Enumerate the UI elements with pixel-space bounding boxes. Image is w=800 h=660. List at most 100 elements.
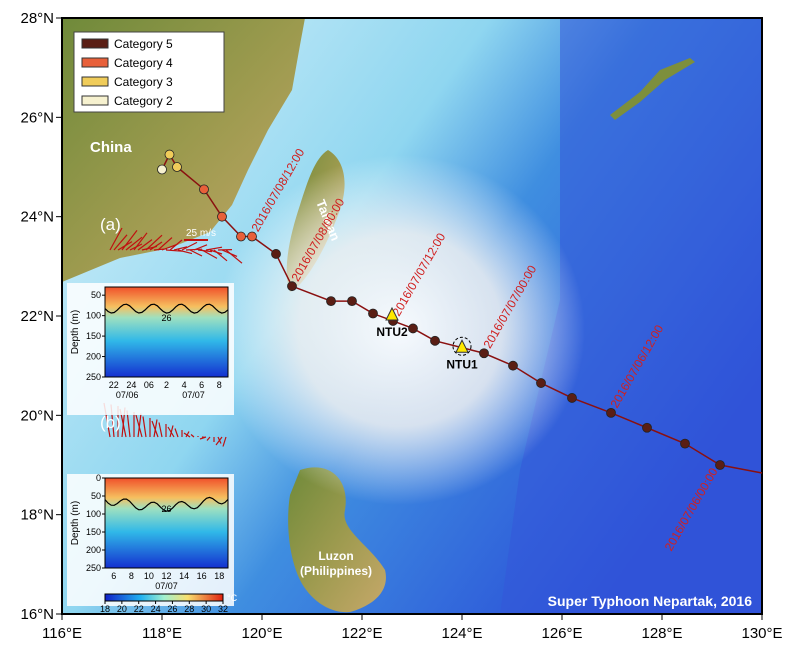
x-tick-label: 2 — [164, 380, 169, 390]
wind-stick — [161, 243, 178, 251]
track-point — [199, 184, 209, 195]
y-tick-label: 50 — [91, 290, 101, 300]
track-point — [157, 164, 167, 175]
colorbar-tick-label: 26 — [167, 604, 177, 614]
track-point — [642, 422, 652, 433]
colorbar-tick-label: 18 — [100, 604, 110, 614]
track-point — [287, 281, 297, 292]
wind-sticks-a — [109, 227, 243, 264]
legend-swatch — [81, 76, 109, 87]
wind-stick — [197, 249, 213, 253]
wind-stick — [158, 422, 163, 438]
lon-tick-label: 118°E — [142, 625, 182, 642]
x-tick-label: 12 — [161, 571, 171, 581]
wind-stick — [174, 428, 179, 438]
legend-swatch — [81, 95, 109, 106]
y-tick-label: 250 — [86, 372, 101, 382]
track-point — [326, 296, 336, 307]
lat-tick-label: 20°N — [20, 407, 54, 424]
track-point — [247, 231, 257, 242]
legend-label: Category 3 — [114, 75, 173, 89]
x-tick-label: 24 — [126, 380, 136, 390]
place-label: Luzon — [318, 549, 353, 563]
temperature-field — [104, 477, 229, 569]
lat-tick-label: 26°N — [20, 109, 54, 126]
wind-stick — [167, 426, 175, 438]
legend-swatch — [81, 57, 109, 68]
track-point — [508, 360, 518, 371]
lon-tick-label: 122°E — [341, 625, 382, 642]
wind-stick — [177, 249, 193, 255]
colorbar-tick-label: 20 — [117, 604, 127, 614]
wind-stick — [149, 241, 163, 251]
track-point — [606, 407, 616, 418]
colorbar — [104, 593, 224, 602]
track-point — [479, 348, 489, 359]
colorbar-tick-label: 30 — [201, 604, 211, 614]
track-point — [680, 438, 690, 449]
wind-stick — [135, 414, 143, 438]
wind-stick — [190, 434, 195, 438]
lat-tick-label: 28°N — [20, 10, 54, 27]
wind-stick — [169, 425, 174, 438]
wind-stick — [125, 236, 143, 251]
lat-tick-label: 22°N — [20, 308, 54, 325]
wind-stick — [183, 432, 191, 438]
lon-tick-label: 120°E — [241, 625, 282, 642]
wind-stick — [215, 436, 223, 446]
wind-stick — [169, 239, 183, 251]
wind-stick — [113, 234, 128, 251]
wind-stick — [199, 436, 207, 440]
y-tick-label: 50 — [91, 491, 101, 501]
wind-sticks-b — [103, 402, 227, 447]
track-point — [347, 296, 357, 307]
isotherm-label: 26 — [161, 504, 171, 514]
track-point — [271, 249, 281, 259]
wind-stick — [121, 230, 138, 251]
colorbar-tick-label: 22 — [134, 604, 144, 614]
date-label: 07/06 — [116, 390, 139, 400]
map-title: Super Typhoon Nepartak, 2016 — [548, 593, 753, 609]
lon-tick-label: 126°E — [541, 625, 582, 642]
wind-stick — [137, 413, 142, 438]
isotherm-label: 26 — [161, 313, 171, 323]
colorbar-tick-label: 32 — [218, 604, 228, 614]
panel-label: (b) — [100, 413, 121, 432]
wind-stick — [206, 436, 211, 441]
place-label: China — [90, 139, 132, 156]
lon-tick-label: 116°E — [42, 625, 82, 642]
wind-stick — [157, 237, 173, 251]
y-axis-label: Depth (m) — [70, 310, 81, 354]
inset: 26 0 50 100 150 200 250 Depth (m) 6 8 10 12 14 16 18 07… — [67, 473, 234, 606]
y-tick-label: 150 — [86, 527, 101, 537]
track-point — [430, 335, 440, 346]
station-marker — [455, 339, 469, 353]
lon-tick-label: 128°E — [641, 625, 682, 642]
station-marker — [385, 306, 399, 321]
track-point — [536, 378, 546, 388]
isotherm — [104, 303, 229, 314]
colorbar-tick-label: 24 — [151, 604, 161, 614]
wind-stick — [173, 246, 188, 251]
legend-swatch — [81, 38, 109, 49]
station-ring — [452, 336, 472, 356]
wind-stick — [109, 227, 123, 251]
date-label: 07/07 — [182, 390, 205, 400]
wind-stick — [193, 244, 208, 251]
wind-stick — [133, 232, 148, 251]
panel-label: (a) — [100, 215, 121, 234]
track-line — [719, 464, 763, 474]
deep-ocean — [500, 18, 762, 614]
luzon-land — [288, 467, 386, 613]
wind-stick — [185, 431, 190, 438]
x-tick-label: 14 — [179, 571, 189, 581]
lon-tick-label: 124°E — [441, 625, 482, 642]
track-point — [172, 162, 182, 172]
legend-label: Category 4 — [114, 56, 173, 70]
wind-stick — [213, 249, 228, 262]
track-point — [408, 323, 418, 334]
x-tick-label: 8 — [217, 380, 222, 390]
x-tick-label: 18 — [214, 571, 224, 581]
